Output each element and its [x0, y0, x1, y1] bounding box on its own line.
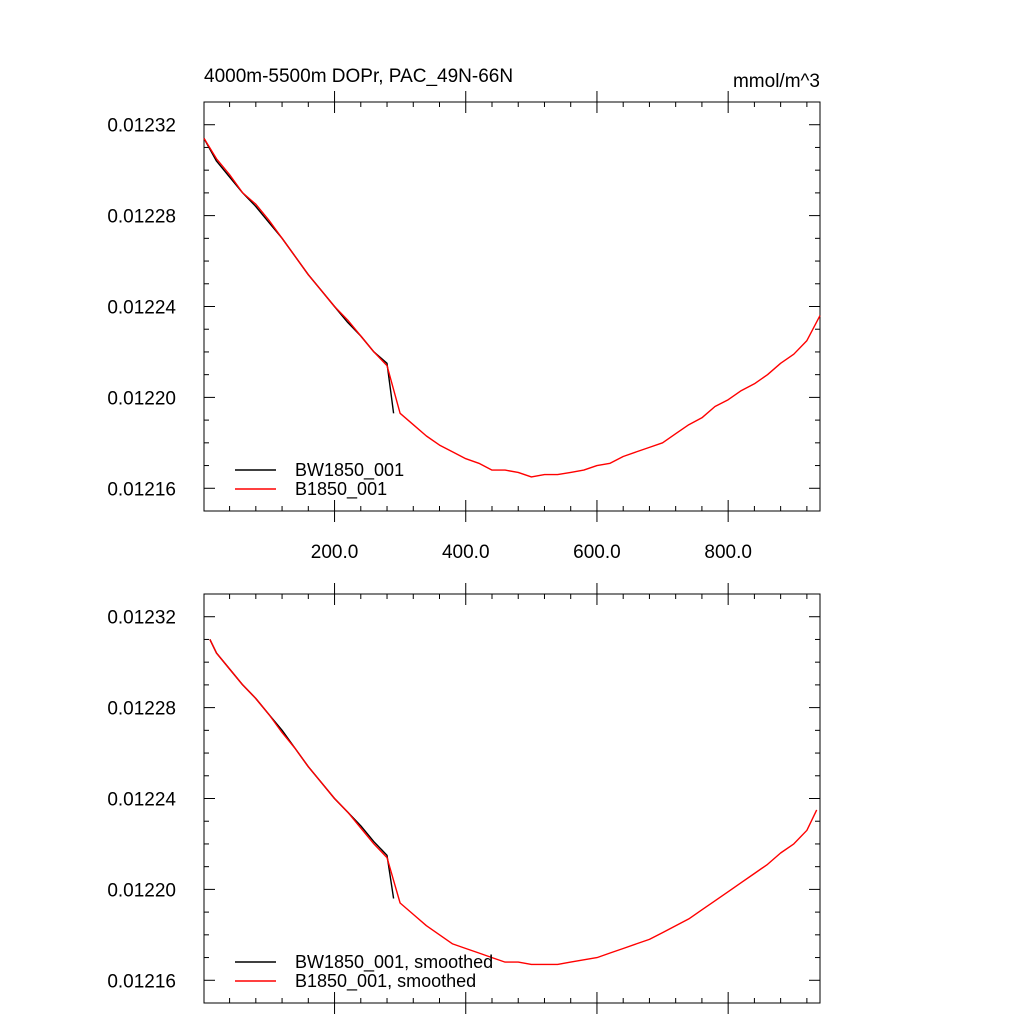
- y-tick-label: 0.01224: [107, 790, 176, 811]
- x-tick-label: 200.0: [311, 542, 359, 563]
- y-tick-label: 0.01232: [107, 608, 176, 629]
- legend-label: B1850_001, smoothed: [295, 971, 476, 992]
- y-tick-label: 0.01228: [107, 699, 176, 720]
- x-tick-label: 600.0: [573, 542, 621, 563]
- plot-frame: [203, 593, 821, 1004]
- chart-title: 4000m-5500m DOPr, PAC_49N-66N: [204, 66, 513, 87]
- y-tick-label: 0.01220: [107, 388, 176, 409]
- top-panel: 4000m-5500m DOPr, PAC_49N-66N mmol/m^3 0…: [107, 66, 821, 563]
- x-tick-label: 400.0: [442, 542, 490, 563]
- x-tick-label: 800.0: [704, 542, 752, 563]
- plot-frame: [203, 101, 821, 512]
- legend-label: BW1850_001: [295, 460, 404, 481]
- y-tick-label: 0.01216: [107, 971, 176, 992]
- legend-label: B1850_001: [295, 479, 387, 500]
- y-tick-label: 0.01224: [107, 298, 176, 319]
- series-line: [203, 138, 821, 478]
- y-tick-label: 0.01220: [107, 880, 176, 901]
- y-tick-label: 0.01228: [107, 207, 176, 228]
- bottom-panel: 0.01216 0.01220 0.01224 0.01228 0.01232 BW185…: [107, 583, 821, 1014]
- y-tick-label: 0.01216: [107, 479, 176, 500]
- legend-label: BW1850_001, smoothed: [295, 952, 493, 973]
- series-line: [209, 639, 818, 966]
- y-tick-label: 0.01232: [107, 116, 176, 137]
- chart-units: mmol/m^3: [733, 71, 820, 92]
